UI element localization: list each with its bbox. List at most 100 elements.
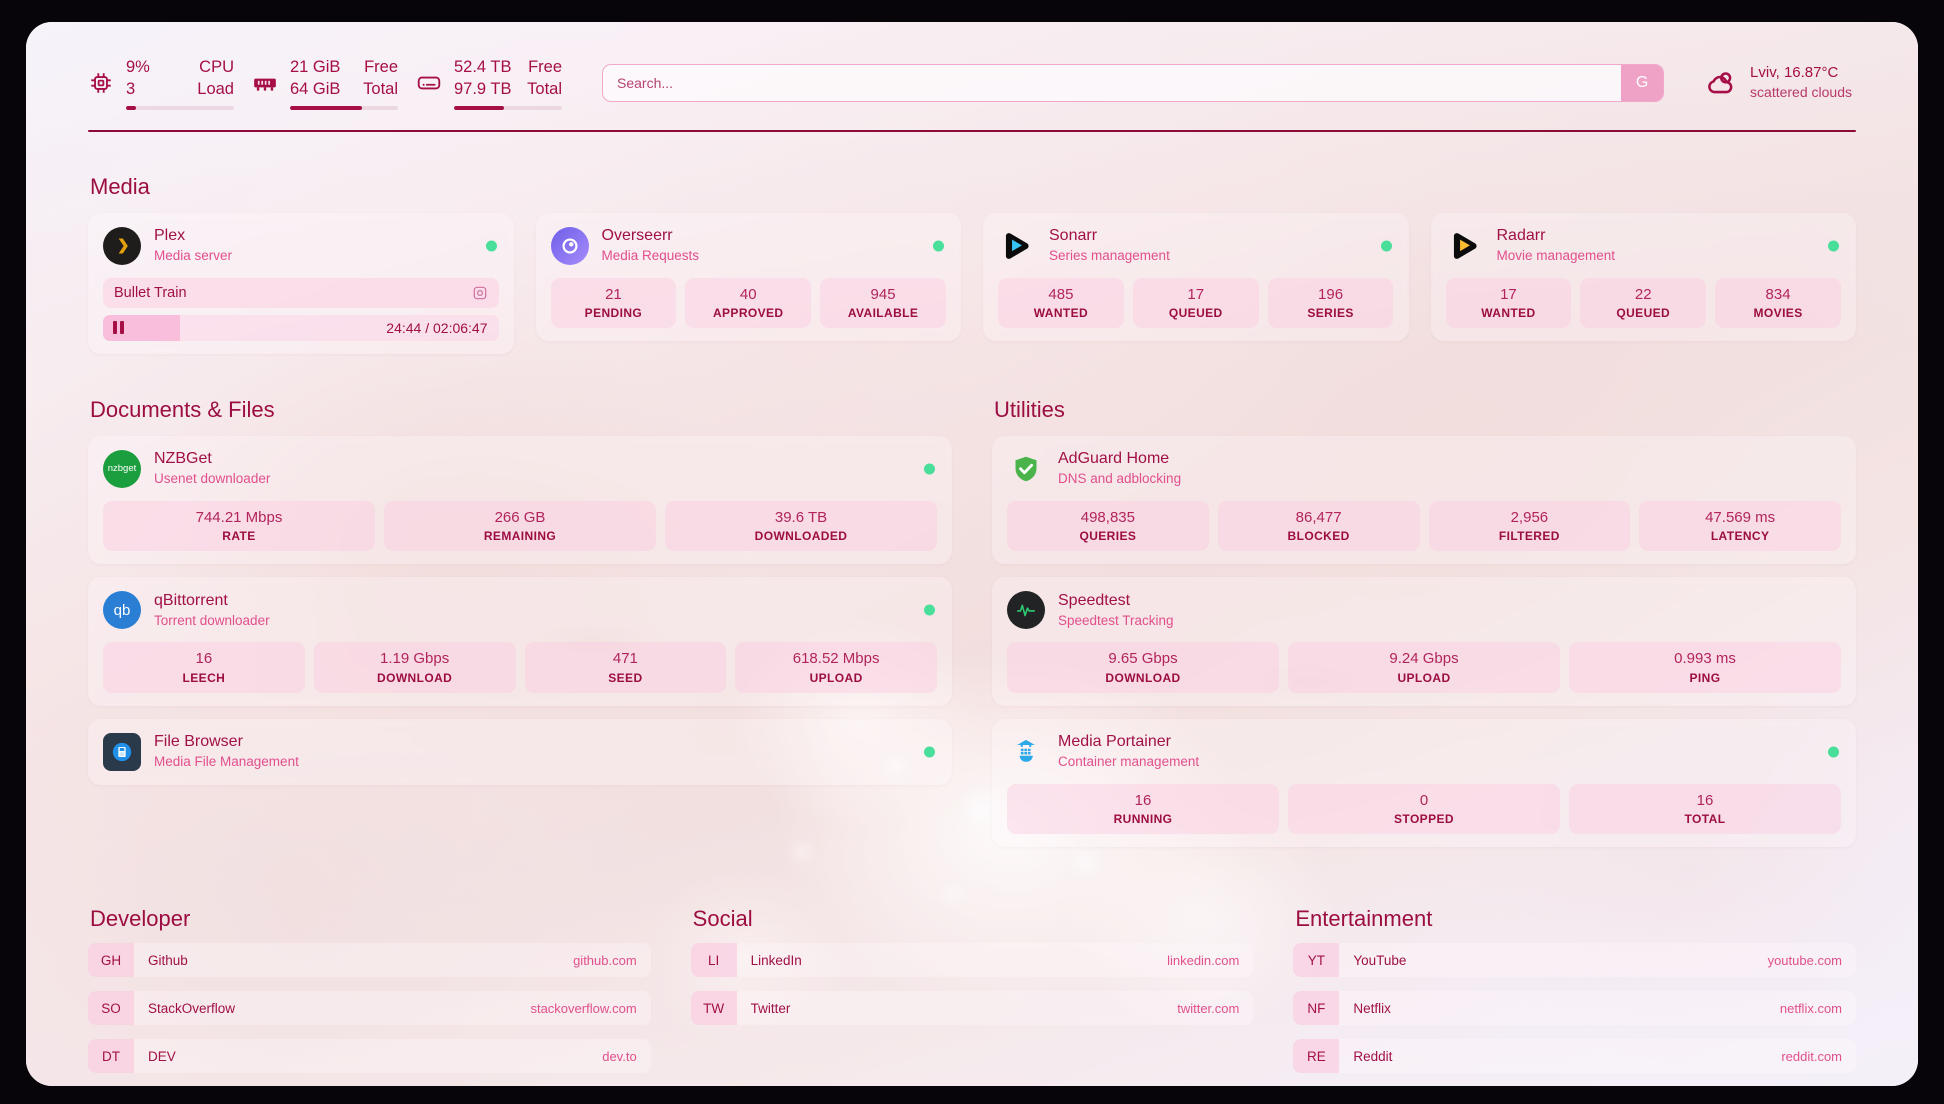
card-header: Media Portainer Container management <box>1007 732 1841 772</box>
screenshot-icon[interactable] <box>472 285 488 301</box>
service-card-radarr[interactable]: Radarr Movie management 17 WANTED 2 <box>1430 212 1856 342</box>
stat-item: 86,477 BLOCKED <box>1217 500 1420 552</box>
playback-progress[interactable]: 24:44 / 02:06:47 <box>103 314 499 341</box>
cloud-icon <box>1704 66 1738 100</box>
stat-label: DOWNLOAD <box>1105 670 1181 685</box>
overseerr-icon <box>550 226 589 265</box>
stat-item: 471 SEED <box>524 642 727 693</box>
stat-value: 16 <box>1696 791 1714 809</box>
service-name: Sonarr <box>1049 227 1098 245</box>
stat-label: PING <box>1689 670 1721 685</box>
stat-item: 16 TOTAL <box>1569 783 1841 835</box>
service-name: Overseerr <box>601 227 673 245</box>
status-indicator-online <box>485 240 497 252</box>
adguard-shield-icon <box>1007 450 1045 488</box>
bookmark-abbr: LI <box>690 943 737 978</box>
bookmark-item[interactable]: RE Reddit reddit.com <box>1293 1039 1857 1074</box>
bookmark-name: LinkedIn <box>750 952 802 968</box>
stat-item: 266 GB REMAINING <box>384 500 656 552</box>
stat-label: SERIES <box>1307 306 1354 321</box>
stat-value: 498,835 <box>1080 508 1135 526</box>
search-input[interactable] <box>603 64 1622 101</box>
stats-row: 16 LEECH 1.19 Gbps DOWNLOAD 471 SEED <box>103 642 937 693</box>
service-card-adguard-home[interactable]: AdGuard Home DNS and adblocking 498,835 … <box>992 435 1856 565</box>
stat-label: AVAILABLE <box>847 306 919 321</box>
search-provider-button[interactable]: G <box>1621 64 1664 101</box>
dashboard-content: 9% 3 CPU Load <box>26 22 1918 1086</box>
bookmark-name: DEV <box>148 1048 176 1064</box>
stat-label: DOWNLOAD <box>377 670 453 685</box>
service-description: Movie management <box>1496 248 1616 264</box>
stat-label: RATE <box>222 529 256 544</box>
stat-item: 196 SERIES <box>1267 277 1394 329</box>
service-card-file-browser[interactable]: File Browser Media File Management <box>88 718 952 785</box>
stat-value: 40 <box>739 285 757 303</box>
bookmark-url: github.com <box>573 952 637 968</box>
service-card-qbittorrent[interactable]: qb qBittorrent Torrent downloader 16 <box>88 577 952 706</box>
card-header: Speedtest Speedtest Tracking <box>1007 590 1841 630</box>
stat-item: 0.993 ms PING <box>1569 642 1841 693</box>
weather-widget[interactable]: Lviv, 16.87°C scattered clouds <box>1704 63 1856 103</box>
service-card-media-portainer[interactable]: Media Portainer Container management 16 … <box>992 718 1856 848</box>
card-title-group: Media Portainer Container management <box>1058 732 1199 770</box>
service-name: Radarr <box>1496 227 1546 245</box>
status-indicator-online <box>924 463 935 475</box>
bookmark-group-title: Developer <box>90 906 191 932</box>
disk-progress-fill <box>454 105 504 110</box>
ram-label-top: Free <box>364 58 398 76</box>
cpu-label-bottom: Load <box>197 80 234 99</box>
stat-item: 17 WANTED <box>1445 277 1572 329</box>
stat-item: 498,835 QUERIES <box>1007 500 1209 552</box>
bookmark-item[interactable]: YT YouTube youtube.com <box>1293 943 1857 978</box>
stat-item: 16 RUNNING <box>1007 783 1279 835</box>
mid-sections: Documents & Files nzbget NZBGet Usenet d… <box>66 397 1878 861</box>
service-name: Speedtest <box>1058 591 1131 609</box>
bookmark-name: Twitter <box>750 1000 791 1016</box>
stat-value: 1.19 Gbps <box>380 650 450 668</box>
bookmark-abbr: GH <box>88 943 134 978</box>
service-name: Plex <box>154 227 186 245</box>
card-header: Overseerr Media Requests <box>550 226 947 266</box>
service-description: DNS and adblocking <box>1058 471 1182 487</box>
stat-value: 17 <box>1187 285 1205 303</box>
bookmark-item[interactable]: SO StackOverflow stackoverflow.com <box>88 991 651 1026</box>
search-bar[interactable]: G <box>602 63 1665 102</box>
service-description: Series management <box>1049 248 1170 264</box>
service-card-sonarr[interactable]: Sonarr Series management 485 WANTED <box>983 212 1409 342</box>
disk-progress-track <box>454 105 562 110</box>
bookmark-item[interactable]: LI LinkedIn linkedin.com <box>690 943 1254 978</box>
playback-elapsed: 24:44 <box>386 319 422 336</box>
portainer-icon <box>1007 733 1045 771</box>
stat-item: 485 WANTED <box>998 277 1124 329</box>
service-card-plex[interactable]: Plex Media server Bullet Train <box>88 212 514 354</box>
bookmark-item[interactable]: TW Twitter twitter.com <box>690 991 1254 1026</box>
stat-value: 0.993 ms <box>1674 650 1736 668</box>
disk-free-value: 52.4 TB <box>454 58 512 76</box>
bookmark-item[interactable]: DT DEV dev.to <box>88 1039 651 1074</box>
stat-label: PENDING <box>584 306 643 321</box>
bookmark-url: reddit.com <box>1781 1048 1843 1064</box>
cpu-stat-block: 9% 3 CPU Load <box>126 56 234 110</box>
stat-value: 471 <box>612 650 638 668</box>
service-description: Torrent downloader <box>154 612 270 628</box>
pause-icon[interactable] <box>113 321 124 335</box>
stat-label: QUEUED <box>1168 306 1223 321</box>
stat-value: 196 <box>1318 285 1344 303</box>
media-section: Media Plex Media server <box>66 174 1878 367</box>
documents-section: Documents & Files nzbget NZBGet Usenet d… <box>88 397 952 861</box>
service-card-nzbget[interactable]: nzbget NZBGet Usenet downloader 744.21 M… <box>88 435 952 565</box>
cpu-icon <box>88 70 114 96</box>
service-card-overseerr[interactable]: Overseerr Media Requests 21 PENDING <box>535 212 961 342</box>
ram-icon <box>252 70 278 96</box>
bookmarks-section: Developer GH Github github.com SO StackO… <box>66 906 1878 1086</box>
stat-label: WANTED <box>1481 306 1536 321</box>
stat-label: LEECH <box>182 670 226 685</box>
bookmark-item[interactable]: GH Github github.com <box>88 943 651 978</box>
radarr-icon <box>1446 227 1484 265</box>
card-title-group: AdGuard Home DNS and adblocking <box>1058 449 1181 487</box>
utilities-section: Utilities AdGuard Home <box>992 397 1856 861</box>
status-indicator-online <box>924 604 935 616</box>
service-card-speedtest[interactable]: Speedtest Speedtest Tracking 9.65 Gbps D… <box>992 577 1856 706</box>
ram-free-value: 21 GiB <box>290 58 341 76</box>
bookmark-item[interactable]: NF Netflix netflix.com <box>1293 991 1857 1026</box>
